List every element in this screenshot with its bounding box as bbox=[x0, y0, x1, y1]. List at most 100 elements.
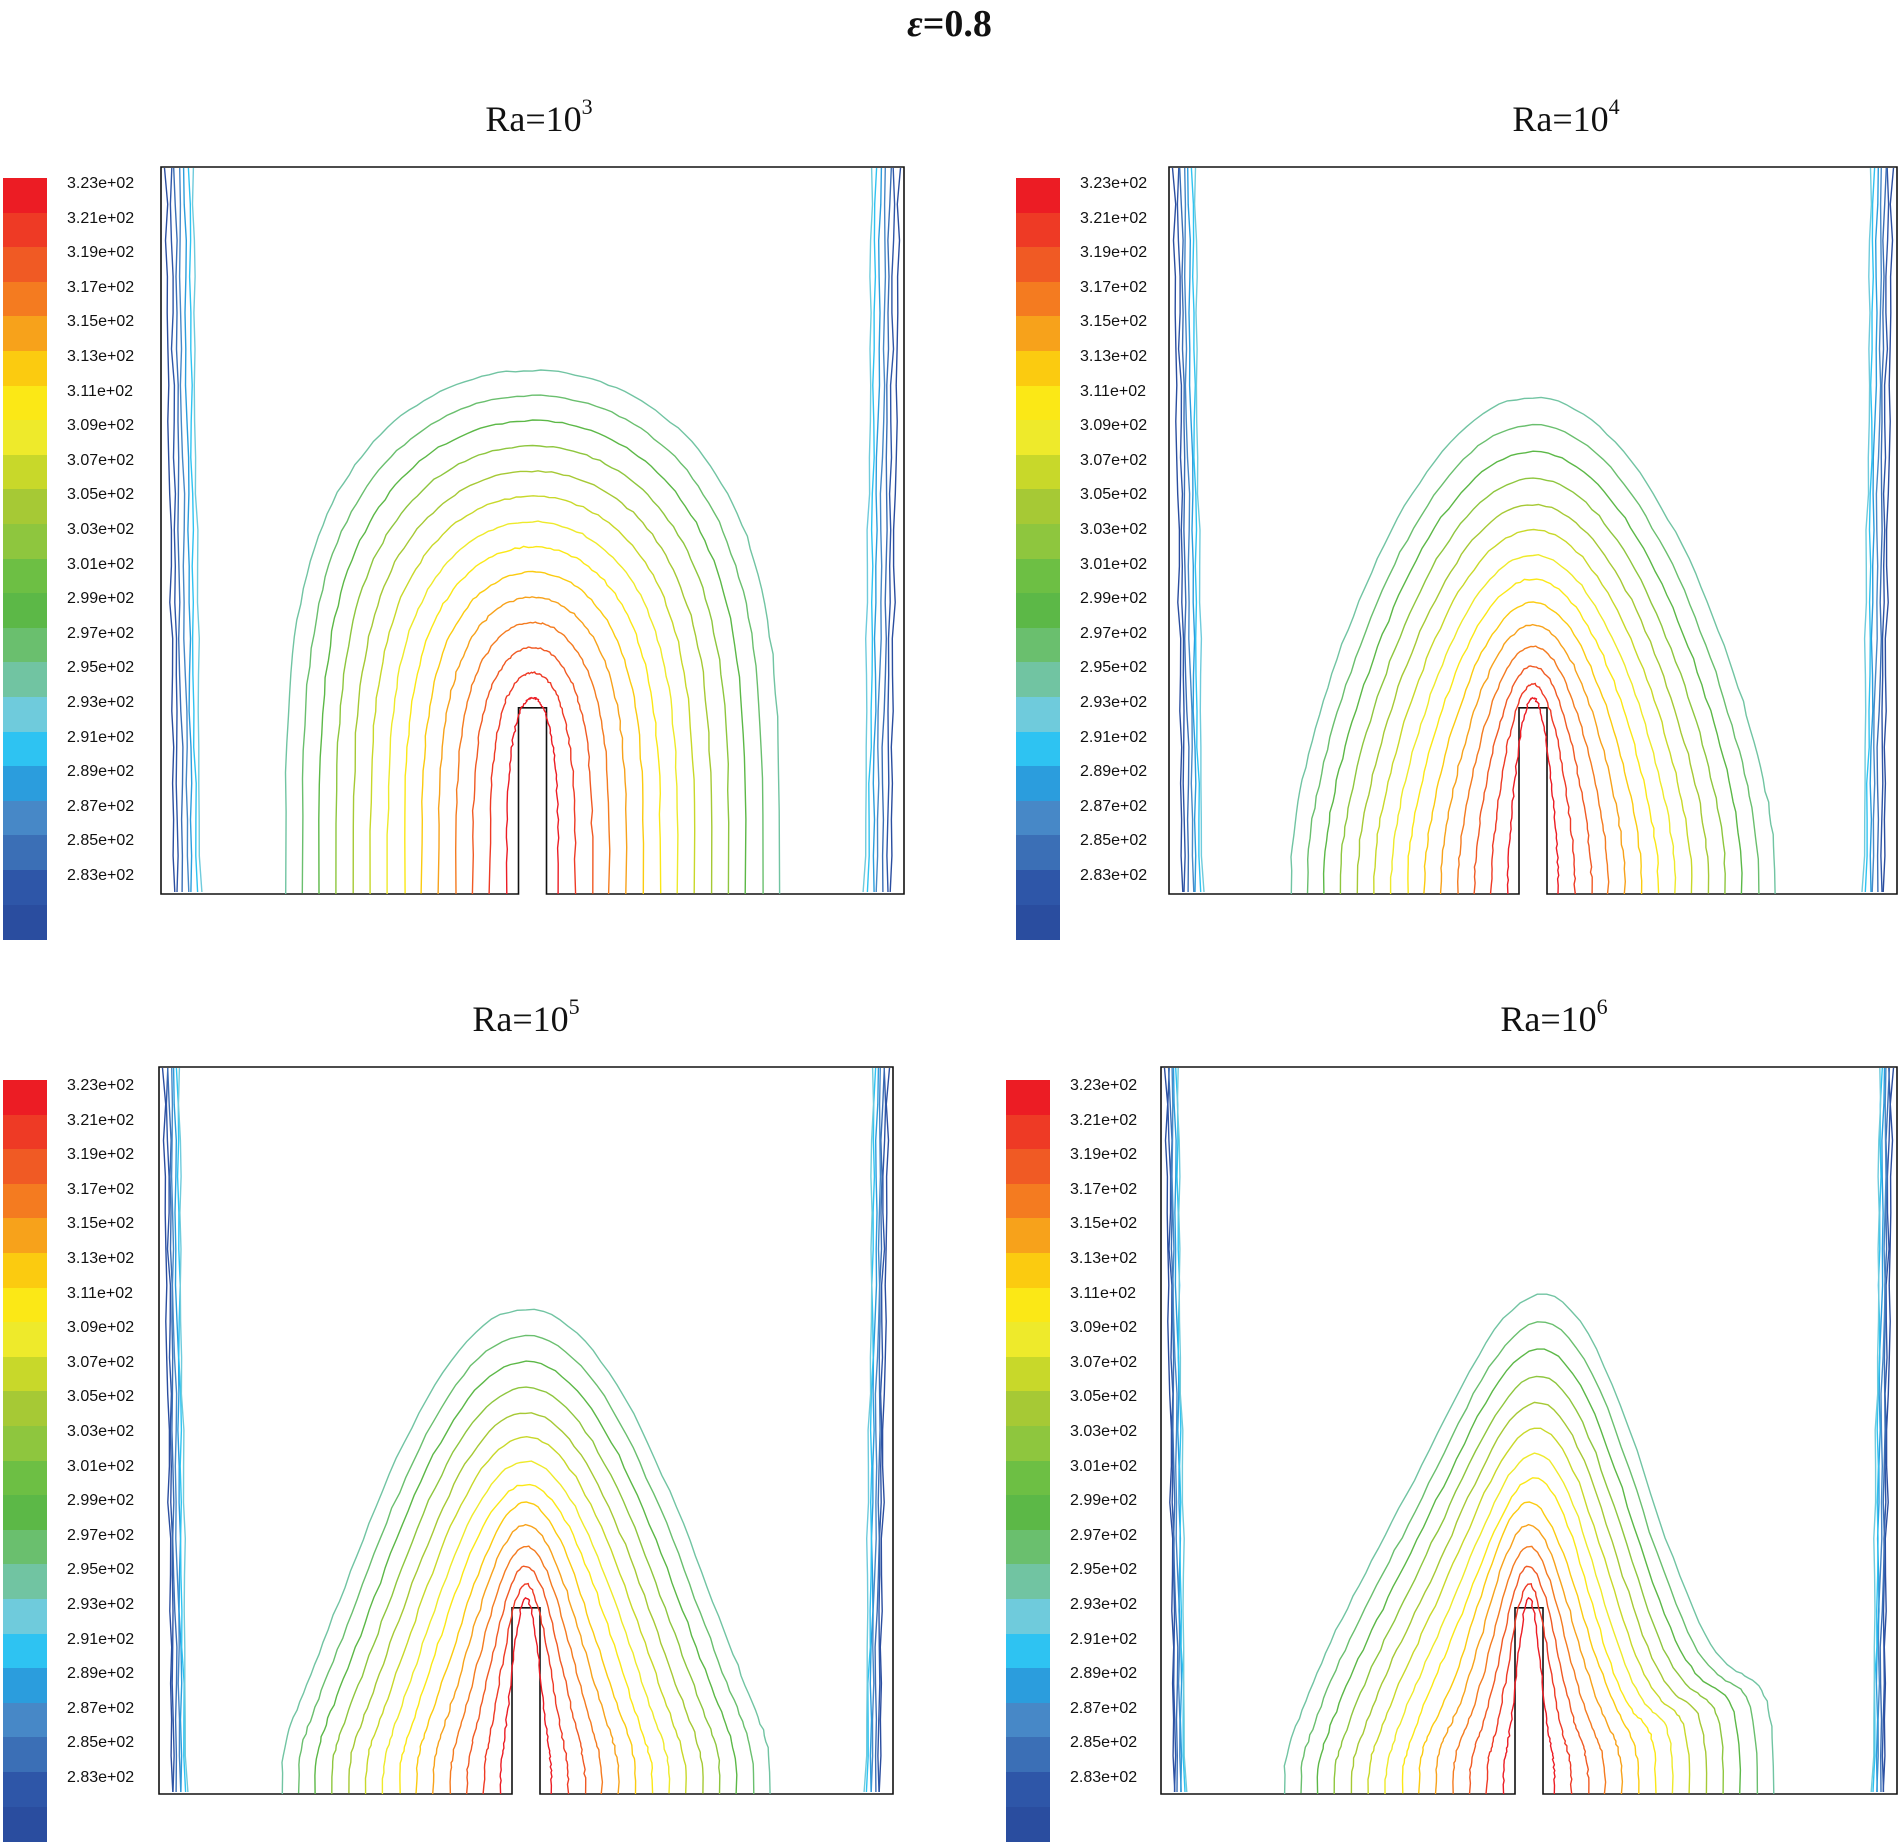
colorbar-level-label: 3.23e+02 bbox=[1080, 175, 1148, 192]
colorbar-swatch bbox=[3, 1772, 47, 1808]
colorbar-ra-1e6: 3.23e+02 3.21e+02 3.19e+02 3.17e+02 3.15e+02… bbox=[1006, 1078, 1146, 1842]
colorbar-swatch bbox=[1006, 1772, 1050, 1808]
isotherm-line bbox=[331, 1386, 721, 1795]
isotherm-line bbox=[175, 1067, 187, 1793]
isotherm-line bbox=[889, 167, 902, 893]
colorbar-swatch bbox=[3, 1460, 47, 1496]
colorbar-swatch bbox=[1006, 1114, 1050, 1150]
colorbar-level-label: 3.13e+02 bbox=[67, 348, 135, 365]
colorbar-swatch bbox=[1006, 1668, 1050, 1704]
colorbar-level-label: 3.07e+02 bbox=[1080, 451, 1148, 469]
isotherm-line bbox=[1875, 1067, 1886, 1793]
colorbar-swatch bbox=[3, 212, 47, 248]
isotherm-line bbox=[1876, 1067, 1887, 1793]
colorbar-swatch bbox=[1006, 1426, 1050, 1462]
colorbar-level-label: 3.19e+02 bbox=[67, 1146, 135, 1164]
colorbar-level-label: 3.11e+02 bbox=[67, 1284, 133, 1302]
isotherm-line bbox=[1871, 167, 1883, 893]
colorbar-level-label: 2.91e+02 bbox=[67, 728, 135, 746]
isotherm-line bbox=[1407, 578, 1660, 894]
colorbar-level-label: 3.05e+02 bbox=[1080, 486, 1148, 504]
isotherm-line bbox=[1316, 1348, 1742, 1795]
colorbar-level-label: 2.87e+02 bbox=[1080, 797, 1148, 815]
colorbar-swatch bbox=[3, 1599, 47, 1635]
colorbar-level-label: 3.19e+02 bbox=[1070, 1146, 1138, 1164]
colorbar-swatch bbox=[1016, 627, 1060, 663]
isotherm-line bbox=[187, 167, 199, 893]
colorbar-level-label: 2.83e+02 bbox=[67, 867, 135, 884]
colorbar-level-label: 3.09e+02 bbox=[67, 1319, 135, 1337]
isotherm-line bbox=[1290, 396, 1776, 895]
colorbar-swatch bbox=[3, 1253, 47, 1289]
colorbar-swatch bbox=[3, 1564, 47, 1600]
isotherm-line bbox=[348, 1412, 704, 1794]
isotherm-line bbox=[471, 646, 594, 895]
colorbar-swatch bbox=[3, 1080, 47, 1116]
isotherm-line bbox=[1167, 1067, 1179, 1793]
isotherm-line bbox=[172, 1067, 183, 1793]
isotherm-line bbox=[1172, 1067, 1183, 1793]
colorbar-swatch bbox=[1016, 904, 1060, 940]
colorbar-swatch bbox=[3, 178, 47, 214]
colorbar-level-label: 3.03e+02 bbox=[67, 1423, 135, 1440]
isotherm-line bbox=[314, 1360, 738, 1795]
colorbar-level-label: 2.83e+02 bbox=[67, 1769, 135, 1786]
colorbar-swatch bbox=[1006, 1806, 1050, 1842]
colorbar-level-label: 2.85e+02 bbox=[67, 1734, 135, 1752]
isotherm-line bbox=[167, 1067, 178, 1793]
colorbar-level-label: 3.09e+02 bbox=[67, 417, 135, 435]
isotherm-line bbox=[1864, 167, 1876, 893]
colorbar-swatch bbox=[1016, 731, 1060, 767]
colorbar-swatch bbox=[1016, 316, 1060, 352]
colorbar-level-label: 2.93e+02 bbox=[67, 1596, 135, 1613]
isotherm-line bbox=[297, 1334, 755, 1795]
isotherm-line bbox=[178, 167, 190, 893]
isotherm-line bbox=[182, 167, 193, 893]
colorbar-level-label: 3.21e+02 bbox=[1080, 209, 1148, 227]
colorbar-swatch bbox=[3, 1287, 47, 1323]
colorbar-level-label: 3.19e+02 bbox=[1080, 244, 1148, 262]
colorbar-swatch bbox=[1006, 1218, 1050, 1254]
colorbar-level-label: 2.95e+02 bbox=[67, 659, 135, 677]
colorbar-level-label: 2.99e+02 bbox=[67, 590, 135, 608]
colorbar-level-label: 3.19e+02 bbox=[67, 244, 135, 262]
colorbar-level-label: 2.95e+02 bbox=[1070, 1561, 1138, 1579]
isotherm-line bbox=[404, 545, 662, 894]
colorbar-level-label: 3.23e+02 bbox=[67, 175, 135, 192]
isotherm-line bbox=[1190, 167, 1202, 893]
isotherm-line bbox=[415, 1501, 637, 1795]
colorbar-level-label: 3.21e+02 bbox=[1070, 1111, 1138, 1129]
isotherm-line bbox=[877, 1067, 887, 1793]
colorbar-swatch bbox=[1006, 1633, 1050, 1669]
colorbar-swatch bbox=[1016, 420, 1060, 456]
colorbar-level-label: 2.91e+02 bbox=[1070, 1630, 1138, 1648]
isotherm-line bbox=[874, 1067, 885, 1793]
colorbar-level-label: 3.03e+02 bbox=[1070, 1423, 1138, 1440]
colorbar-level-label: 2.87e+02 bbox=[1070, 1699, 1138, 1717]
colorbar-swatch bbox=[1016, 766, 1060, 802]
colorbar-swatch bbox=[3, 835, 47, 871]
colorbar-swatch bbox=[1006, 1529, 1050, 1565]
colorbar-swatch bbox=[1016, 524, 1060, 560]
colorbar-level-label: 3.09e+02 bbox=[1070, 1319, 1138, 1337]
colorbar-swatch bbox=[1006, 1287, 1050, 1323]
colorbar-swatch bbox=[3, 1391, 47, 1427]
isotherm-line bbox=[1171, 1067, 1182, 1793]
panel-title-prefix: Ra=10 bbox=[485, 99, 582, 139]
colorbar-level-label: 3.15e+02 bbox=[67, 313, 135, 331]
colorbar-level-label: 3.15e+02 bbox=[1080, 313, 1148, 331]
isotherm-line bbox=[173, 167, 184, 893]
colorbar-level-label: 2.97e+02 bbox=[1070, 1526, 1138, 1544]
colorbar-level-label: 2.99e+02 bbox=[67, 1492, 135, 1510]
colorbar-level-label: 3.13e+02 bbox=[1070, 1250, 1138, 1267]
contour-plot-ra-1e3 bbox=[160, 166, 905, 895]
cavity-outline bbox=[1168, 166, 1898, 895]
panel-title-exponent: 3 bbox=[581, 94, 593, 119]
colorbar-swatch bbox=[3, 593, 47, 629]
colorbar-level-label: 3.01e+02 bbox=[67, 555, 135, 573]
colorbar-level-label: 2.91e+02 bbox=[67, 1630, 135, 1648]
isotherm-line bbox=[449, 1545, 604, 1795]
panel-title-exponent: 5 bbox=[568, 994, 580, 1019]
isotherm-line bbox=[191, 167, 203, 893]
isotherm-line bbox=[1502, 1596, 1556, 1795]
